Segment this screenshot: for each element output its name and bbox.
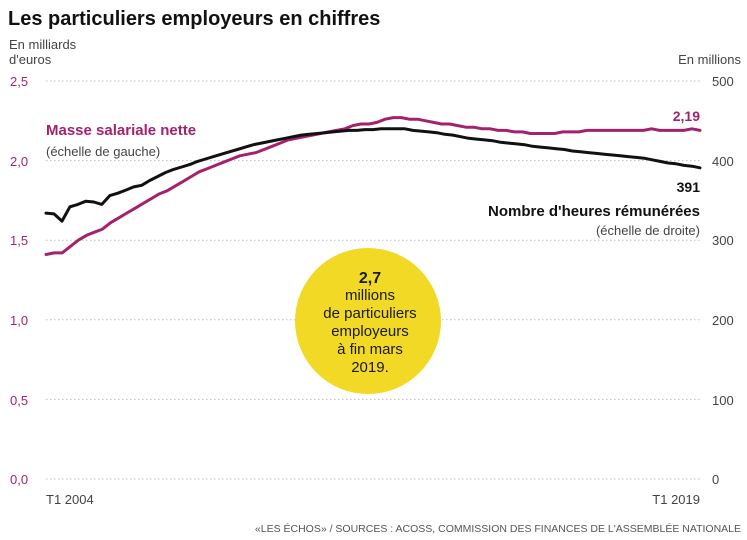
end-value-masse: 2,19 <box>673 108 700 124</box>
series-label-heures: Nombre d'heures rémunérées <box>488 203 700 220</box>
right-tick-labels: 0 100 200 300 400 500 <box>712 74 734 487</box>
left-axis-label-line1: En milliards <box>9 37 77 52</box>
left-tick-label: 1,5 <box>10 233 28 248</box>
x-label-start: T1 2004 <box>46 492 94 507</box>
series-label-masse: Masse salariale nette <box>46 122 196 139</box>
callout-line: employeurs <box>331 323 409 340</box>
source-footer: «LES ÉCHOS» / SOURCES : ACOSS, COMMISSIO… <box>255 522 741 535</box>
right-tick-label: 100 <box>712 393 734 408</box>
callout-text: 2,7 millions de particuliers employeurs … <box>323 270 416 376</box>
right-tick-label: 500 <box>712 74 734 89</box>
right-tick-label: 200 <box>712 313 734 328</box>
callout-circle <box>295 248 441 394</box>
callout-line: millions <box>345 287 395 304</box>
x-label-end: T1 2019 <box>652 492 700 507</box>
callout-line: de particuliers <box>323 305 416 322</box>
left-tick-labels: 0,0 0,5 1,0 1,5 2,0 2,5 <box>10 74 28 487</box>
series-note-masse: (échelle de gauche) <box>46 144 160 159</box>
right-axis-label: En millions <box>678 52 741 67</box>
left-tick-label: 1,0 <box>10 313 28 328</box>
chart-title: Les particuliers employeurs en chiffres <box>8 8 380 30</box>
end-value-heures: 391 <box>677 179 701 195</box>
left-tick-label: 0,0 <box>10 472 28 487</box>
right-tick-label: 0 <box>712 472 719 487</box>
right-tick-label: 300 <box>712 233 734 248</box>
left-tick-label: 2,0 <box>10 154 28 169</box>
callout-line: 2019. <box>351 359 389 376</box>
series-line-masse-salariale <box>44 116 702 256</box>
series-line-heures-remunerees <box>44 127 702 223</box>
left-tick-label: 2,5 <box>10 74 28 89</box>
callout-line: à fin mars <box>337 341 403 358</box>
series-note-heures: (échelle de droite) <box>596 223 700 238</box>
left-axis-label-line2: d'euros <box>9 52 52 67</box>
left-tick-label: 0,5 <box>10 393 28 408</box>
callout-number: 2,7 <box>359 270 381 287</box>
right-tick-label: 400 <box>712 154 734 169</box>
